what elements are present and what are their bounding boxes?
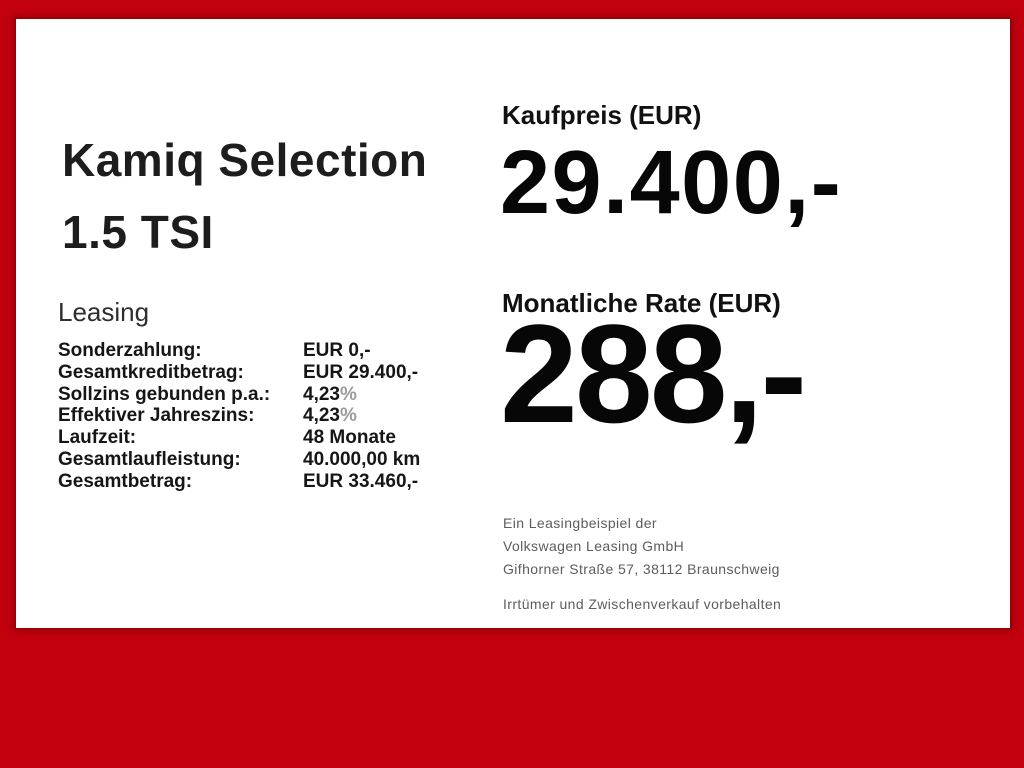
leasing-row-label: Laufzeit:: [58, 427, 137, 449]
leasing-row: Gesamtlaufleistung: 40.000,00 km: [58, 449, 420, 471]
leasing-row-value: 48 Monate: [303, 427, 396, 449]
monthly-rate-value: 288,-: [500, 295, 807, 452]
leasing-row-value: 4,23%: [303, 383, 357, 405]
disclaimer-text: Irrtümer und Zwischenverkauf vorbehalten: [503, 596, 782, 612]
leasing-row-label: Sonderzahlung:: [58, 340, 202, 361]
lessor-info-line: Gifhorner Straße 57, 38112 Braunschweig: [503, 561, 780, 577]
leasing-row-value: EUR 0,-: [303, 340, 371, 361]
leasing-row-label: Gesamtkreditbetrag:: [58, 361, 244, 383]
leasing-row: Sonderzahlung: EUR 0,-: [58, 340, 420, 362]
leasing-row-value: 4,23%: [303, 405, 357, 427]
leasing-row: Gesamtbetrag: EUR 33.460,-: [58, 471, 420, 493]
purchase-price-label: Kaufpreis (EUR): [502, 100, 702, 130]
leasing-row-label: Effektiver Jahreszins:: [58, 405, 255, 427]
leasing-row-value: EUR 33.460,-: [303, 470, 419, 492]
leasing-row-label: Gesamtlaufleistung:: [58, 448, 241, 470]
leasing-row: Gesamtkreditbetrag: EUR 29.400,-: [58, 362, 420, 384]
leasing-heading: Leasing: [58, 297, 150, 327]
lessor-info: Ein Leasingbeispiel der Volkswagen Leasi…: [503, 512, 780, 581]
lessor-info-line: Volkswagen Leasing GmbH: [503, 538, 685, 554]
leasing-row-value: EUR 29.400,-: [303, 361, 419, 383]
leasing-row: Sollzins gebunden p.a.: 4,23%: [58, 384, 420, 406]
leasing-row-label: Gesamtbetrag:: [58, 470, 193, 492]
vehicle-title-line2: 1.5 TSI: [62, 206, 214, 258]
monthly-rate-label: Monatliche Rate (EUR): [502, 288, 781, 318]
purchase-price-value: 29.400,-: [500, 133, 843, 233]
leasing-row: Laufzeit: 48 Monate: [58, 427, 420, 449]
percent-suffix: %: [339, 383, 357, 405]
leasing-row-label: Sollzins gebunden p.a.:: [58, 383, 271, 405]
lessor-info-line: Ein Leasingbeispiel der: [503, 515, 657, 531]
vehicle-title-line1: Kamiq Selection: [62, 134, 428, 186]
leasing-row-value: 40.000,00 km: [303, 448, 421, 470]
leasing-table: Sonderzahlung: EUR 0,- Gesamtkreditbetrag:…: [58, 340, 420, 493]
offer-card: Kamiq Selection 1.5 TSI Leasing Sonderza…: [16, 19, 1010, 628]
leasing-row: Effektiver Jahreszins: 4,23%: [58, 405, 420, 427]
percent-suffix: %: [339, 405, 357, 427]
